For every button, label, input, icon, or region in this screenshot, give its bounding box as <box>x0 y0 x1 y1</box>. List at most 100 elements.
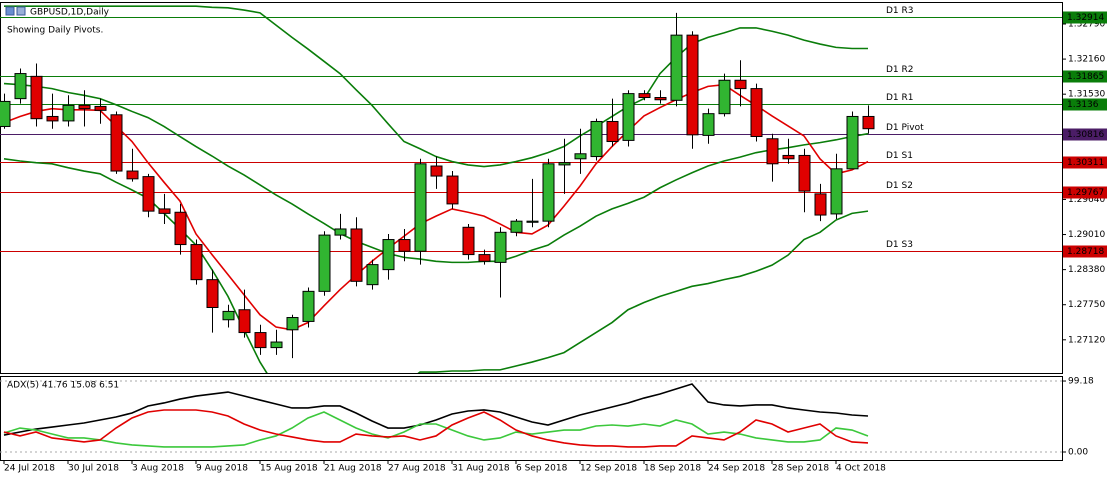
y-tick-label: 1.29010 <box>1068 230 1105 240</box>
candle-body <box>286 317 299 331</box>
y-tick-label: 99.18 <box>1068 377 1094 387</box>
candle-body <box>270 341 283 349</box>
candle-body <box>78 104 91 110</box>
pivot-price-label: 1.29767 <box>1067 188 1104 198</box>
candle-body <box>110 114 123 172</box>
pivot-level-name: D1 S1 <box>886 151 913 161</box>
main-panel <box>0 2 1063 374</box>
candle-body <box>846 115 859 170</box>
y-tick-label: 1.27120 <box>1068 335 1105 345</box>
candle-body <box>0 100 11 127</box>
pivot-price-box <box>1063 186 1107 199</box>
candle-body <box>142 176 155 212</box>
adx-plot <box>0 380 1062 453</box>
candle-body <box>542 163 555 222</box>
indicator-line <box>3 409 869 448</box>
pivot-price-box <box>1063 245 1107 258</box>
adx-panel <box>0 376 1063 461</box>
x-tick-label: 9 Aug 2018 <box>196 464 248 474</box>
y-tick-label: 1.32160 <box>1068 55 1105 65</box>
candle-body <box>814 193 827 216</box>
candle-body <box>222 310 235 321</box>
candle-body <box>126 170 139 180</box>
pivot-level-name: D1 R1 <box>886 93 914 103</box>
x-tick-label: 27 Aug 2018 <box>388 464 446 474</box>
pivot-level-name: D1 R2 <box>886 65 914 75</box>
indicator-line <box>3 383 869 436</box>
chart-title: GBPUSD,1D,Daily <box>30 8 110 18</box>
symbol-icon <box>5 6 15 16</box>
candle-body <box>526 220 539 223</box>
candle-body <box>174 211 187 246</box>
overlay: GBPUSD,1D,Daily Showing Daily Pivots. AD… <box>3 6 1107 474</box>
candle-body <box>14 73 27 100</box>
pivot-price-label: 1.32914 <box>1067 13 1104 23</box>
candle-body <box>622 93 635 141</box>
candle-body <box>206 279 219 308</box>
adx-title: ADX(5) 41.76 15.08 6.51 <box>7 381 119 391</box>
candle-body <box>494 231 507 263</box>
y-tick-label: 1.31530 <box>1068 90 1105 100</box>
x-tick-label: 6 Sep 2018 <box>516 464 568 474</box>
candle-body <box>238 309 251 334</box>
candle-body <box>750 88 763 138</box>
pivot-price-box <box>1063 70 1107 83</box>
pivot-price-label: 1.3136 <box>1067 100 1099 110</box>
pivot-price-box <box>1063 128 1107 141</box>
candle-body <box>366 264 379 286</box>
candle-body <box>766 138 779 165</box>
x-tick-label: 30 Jul 2018 <box>68 464 119 474</box>
x-tick-label: 28 Sep 2018 <box>772 464 829 474</box>
indicator-line <box>3 82 869 264</box>
chart-subtitle: Showing Daily Pivots. <box>7 26 103 36</box>
candle-body <box>862 115 875 130</box>
x-tick-label: 24 Jul 2018 <box>4 464 55 474</box>
candle-body <box>478 254 491 262</box>
y-tick-label: 0.00 <box>1068 447 1088 457</box>
x-tick-label: 4 Oct 2018 <box>836 464 886 474</box>
candle-body <box>670 34 683 101</box>
y-tick-label: 1.27750 <box>1068 300 1105 310</box>
candle-body <box>46 115 59 122</box>
indicator-line <box>3 411 869 448</box>
candle-body <box>830 168 843 215</box>
candle-body <box>318 234 331 292</box>
candle-body <box>654 97 667 101</box>
candle-body <box>302 290 315 322</box>
candle-body <box>398 239 411 252</box>
pivot-level-name: D1 Pivot <box>886 123 924 133</box>
x-tick-label: 18 Sep 2018 <box>644 464 701 474</box>
candle-body <box>446 175 459 205</box>
candle-body <box>606 120 619 143</box>
candle-body <box>718 79 731 115</box>
candle-body <box>702 113 715 136</box>
candle-body <box>782 154 795 160</box>
candle-body <box>30 75 43 120</box>
x-tick-label: 24 Sep 2018 <box>708 464 765 474</box>
x-tick-label: 31 Aug 2018 <box>452 464 510 474</box>
x-tick-label: 12 Sep 2018 <box>580 464 637 474</box>
candle-body <box>62 104 75 122</box>
pivot-price-label: 1.30311 <box>1067 158 1104 168</box>
pivot-price-label: 1.31865 <box>1067 72 1104 82</box>
pivot-price-box <box>1063 98 1107 111</box>
pivot-price-label: 1.28718 <box>1067 247 1104 257</box>
y-tick-label: 1.32790 <box>1068 19 1105 29</box>
x-tick-label: 15 Aug 2018 <box>260 464 318 474</box>
pivot-level-name: D1 R3 <box>886 6 914 16</box>
pivot-price-box <box>1063 11 1107 24</box>
candle-body <box>382 239 395 271</box>
main-plot: D1 R3 D1 R2 D1 R1 D1 Pivot D1 S1 D1 S2 D1 S3 <box>0 5 1062 373</box>
candle-body <box>734 79 747 90</box>
y-tick-label: 1.29640 <box>1068 195 1105 205</box>
candle-body <box>350 228 363 282</box>
candle-body <box>558 162 571 166</box>
candle-body <box>94 105 107 111</box>
candle-body <box>510 220 523 233</box>
candle-body <box>590 120 603 158</box>
pivot-price-label: 1.30816 <box>1067 130 1104 140</box>
candle-body <box>574 153 587 160</box>
x-tick-label: 3 Aug 2018 <box>132 464 184 474</box>
candle-body <box>190 244 203 281</box>
